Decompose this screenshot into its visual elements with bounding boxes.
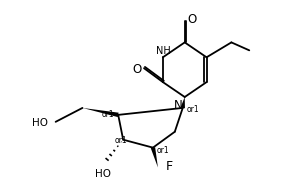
Text: O: O <box>187 13 196 26</box>
Text: or1: or1 <box>115 136 128 145</box>
Text: N: N <box>174 99 183 112</box>
Polygon shape <box>151 147 158 167</box>
Text: F: F <box>166 160 173 173</box>
Text: O: O <box>133 63 142 76</box>
Polygon shape <box>82 108 119 117</box>
Text: HO: HO <box>32 118 48 128</box>
Text: or1: or1 <box>102 110 114 119</box>
Text: NH: NH <box>156 46 170 56</box>
Text: or1: or1 <box>157 146 170 155</box>
Text: HO: HO <box>95 170 111 179</box>
Polygon shape <box>180 97 185 108</box>
Text: or1: or1 <box>187 105 199 114</box>
